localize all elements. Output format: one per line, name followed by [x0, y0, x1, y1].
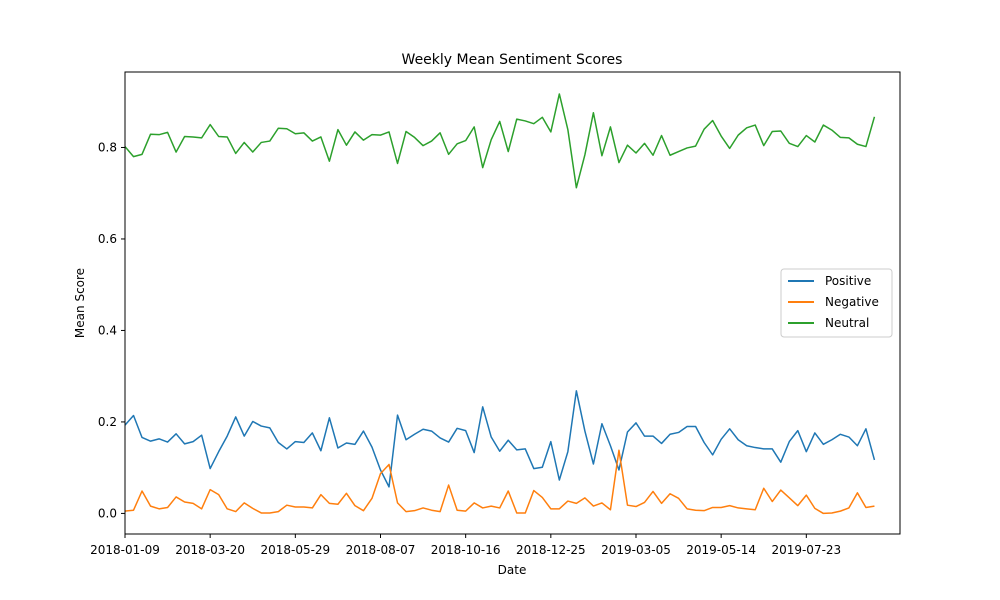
x-tick-label: 2019-07-23	[771, 543, 841, 557]
x-tick-label: 2018-01-09	[90, 543, 160, 557]
y-axis-label: Mean Score	[73, 268, 87, 338]
x-tick-label: 2018-05-29	[260, 543, 330, 557]
legend-label-negative: Negative	[825, 295, 879, 309]
y-tick-label: 0.2	[98, 415, 117, 429]
legend-box	[780, 268, 893, 338]
legend: Positive Negative Neutral	[780, 268, 893, 338]
plot-lines	[124, 93, 876, 515]
y-axis: 0.0 0.2 0.4 0.6 0.8	[98, 140, 125, 520]
x-tick-label: 2019-05-14	[686, 543, 756, 557]
x-tick-label: 2018-03-20	[175, 543, 245, 557]
y-tick-label: 0.6	[98, 232, 117, 246]
series-line-positive	[124, 390, 876, 488]
plot-frame	[124, 71, 901, 535]
y-tick-label: 0.4	[98, 323, 117, 337]
x-tick-label: 2018-08-07	[346, 543, 416, 557]
x-tick-label: 2019-03-05	[601, 543, 671, 557]
y-tick-label: 0.0	[98, 506, 117, 520]
x-axis: 2018-01-09 2018-03-20 2018-05-29 2018-08-07…	[90, 534, 841, 557]
legend-label-positive: Positive	[825, 274, 871, 288]
chart-title: Weekly Mean Sentiment Scores	[402, 52, 623, 68]
x-tick-label: 2018-12-25	[516, 543, 586, 557]
series-line-neutral	[124, 93, 876, 189]
x-axis-label: Date	[498, 563, 527, 577]
y-tick-label: 0.8	[98, 140, 117, 154]
x-tick-label: 2018-10-16	[431, 543, 501, 557]
legend-label-neutral: Neutral	[825, 316, 869, 330]
series-line-negative	[124, 449, 875, 515]
